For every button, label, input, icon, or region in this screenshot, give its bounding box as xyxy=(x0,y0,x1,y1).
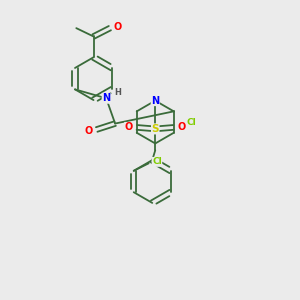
Text: Cl: Cl xyxy=(152,158,162,166)
Text: H: H xyxy=(114,88,121,98)
Text: O: O xyxy=(125,122,133,132)
Text: O: O xyxy=(113,22,122,32)
Text: O: O xyxy=(84,126,92,136)
Text: Cl: Cl xyxy=(187,118,196,127)
Text: O: O xyxy=(178,122,186,132)
Text: S: S xyxy=(152,124,159,134)
Text: N: N xyxy=(151,96,159,106)
Text: N: N xyxy=(102,93,110,103)
